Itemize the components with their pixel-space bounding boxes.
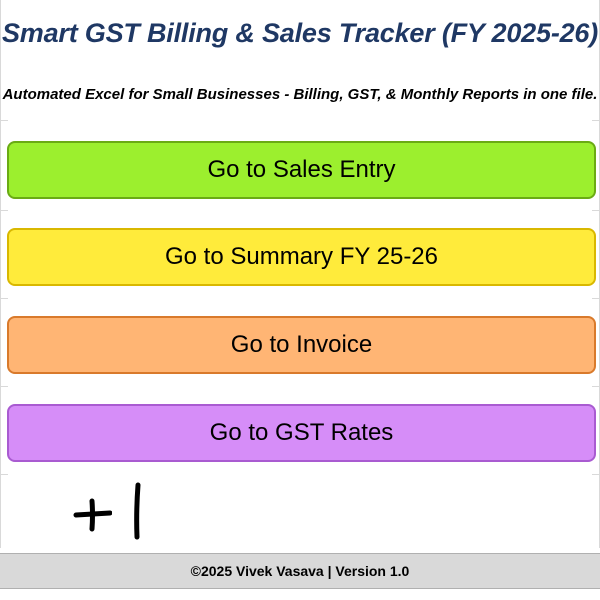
footer: ©2025 Vivek Vasava | Version 1.0 xyxy=(0,553,600,589)
grid-line xyxy=(592,120,600,121)
grid-line xyxy=(592,474,600,475)
go-to-gst-rates-button[interactable]: Go to GST Rates xyxy=(7,404,596,462)
go-to-invoice-button[interactable]: Go to Invoice xyxy=(7,316,596,374)
grid-line xyxy=(592,298,600,299)
grid-line xyxy=(0,210,8,211)
page-subtitle: Automated Excel for Small Businesses - B… xyxy=(2,86,598,103)
grid-line xyxy=(0,298,8,299)
go-to-summary-button[interactable]: Go to Summary FY 25-26 xyxy=(7,228,596,286)
go-to-sales-entry-button[interactable]: Go to Sales Entry xyxy=(7,141,596,199)
grid-line xyxy=(0,474,8,475)
footer-copyright: ©2025 Vivek Vasava | Version 1.0 xyxy=(190,563,410,579)
grid-line xyxy=(0,120,8,121)
grid-line xyxy=(592,386,600,387)
grid-line xyxy=(0,386,8,387)
plus-mark-icon xyxy=(73,498,112,532)
grid-line xyxy=(592,210,600,211)
cursor-bar-icon xyxy=(134,482,141,540)
grid-line xyxy=(0,0,1,548)
page-title: Smart GST Billing & Sales Tracker (FY 20… xyxy=(1,18,599,48)
